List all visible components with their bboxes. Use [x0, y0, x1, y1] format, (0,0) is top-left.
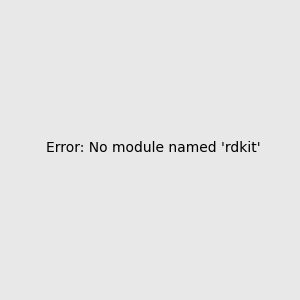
Text: Error: No module named 'rdkit': Error: No module named 'rdkit': [46, 140, 261, 154]
